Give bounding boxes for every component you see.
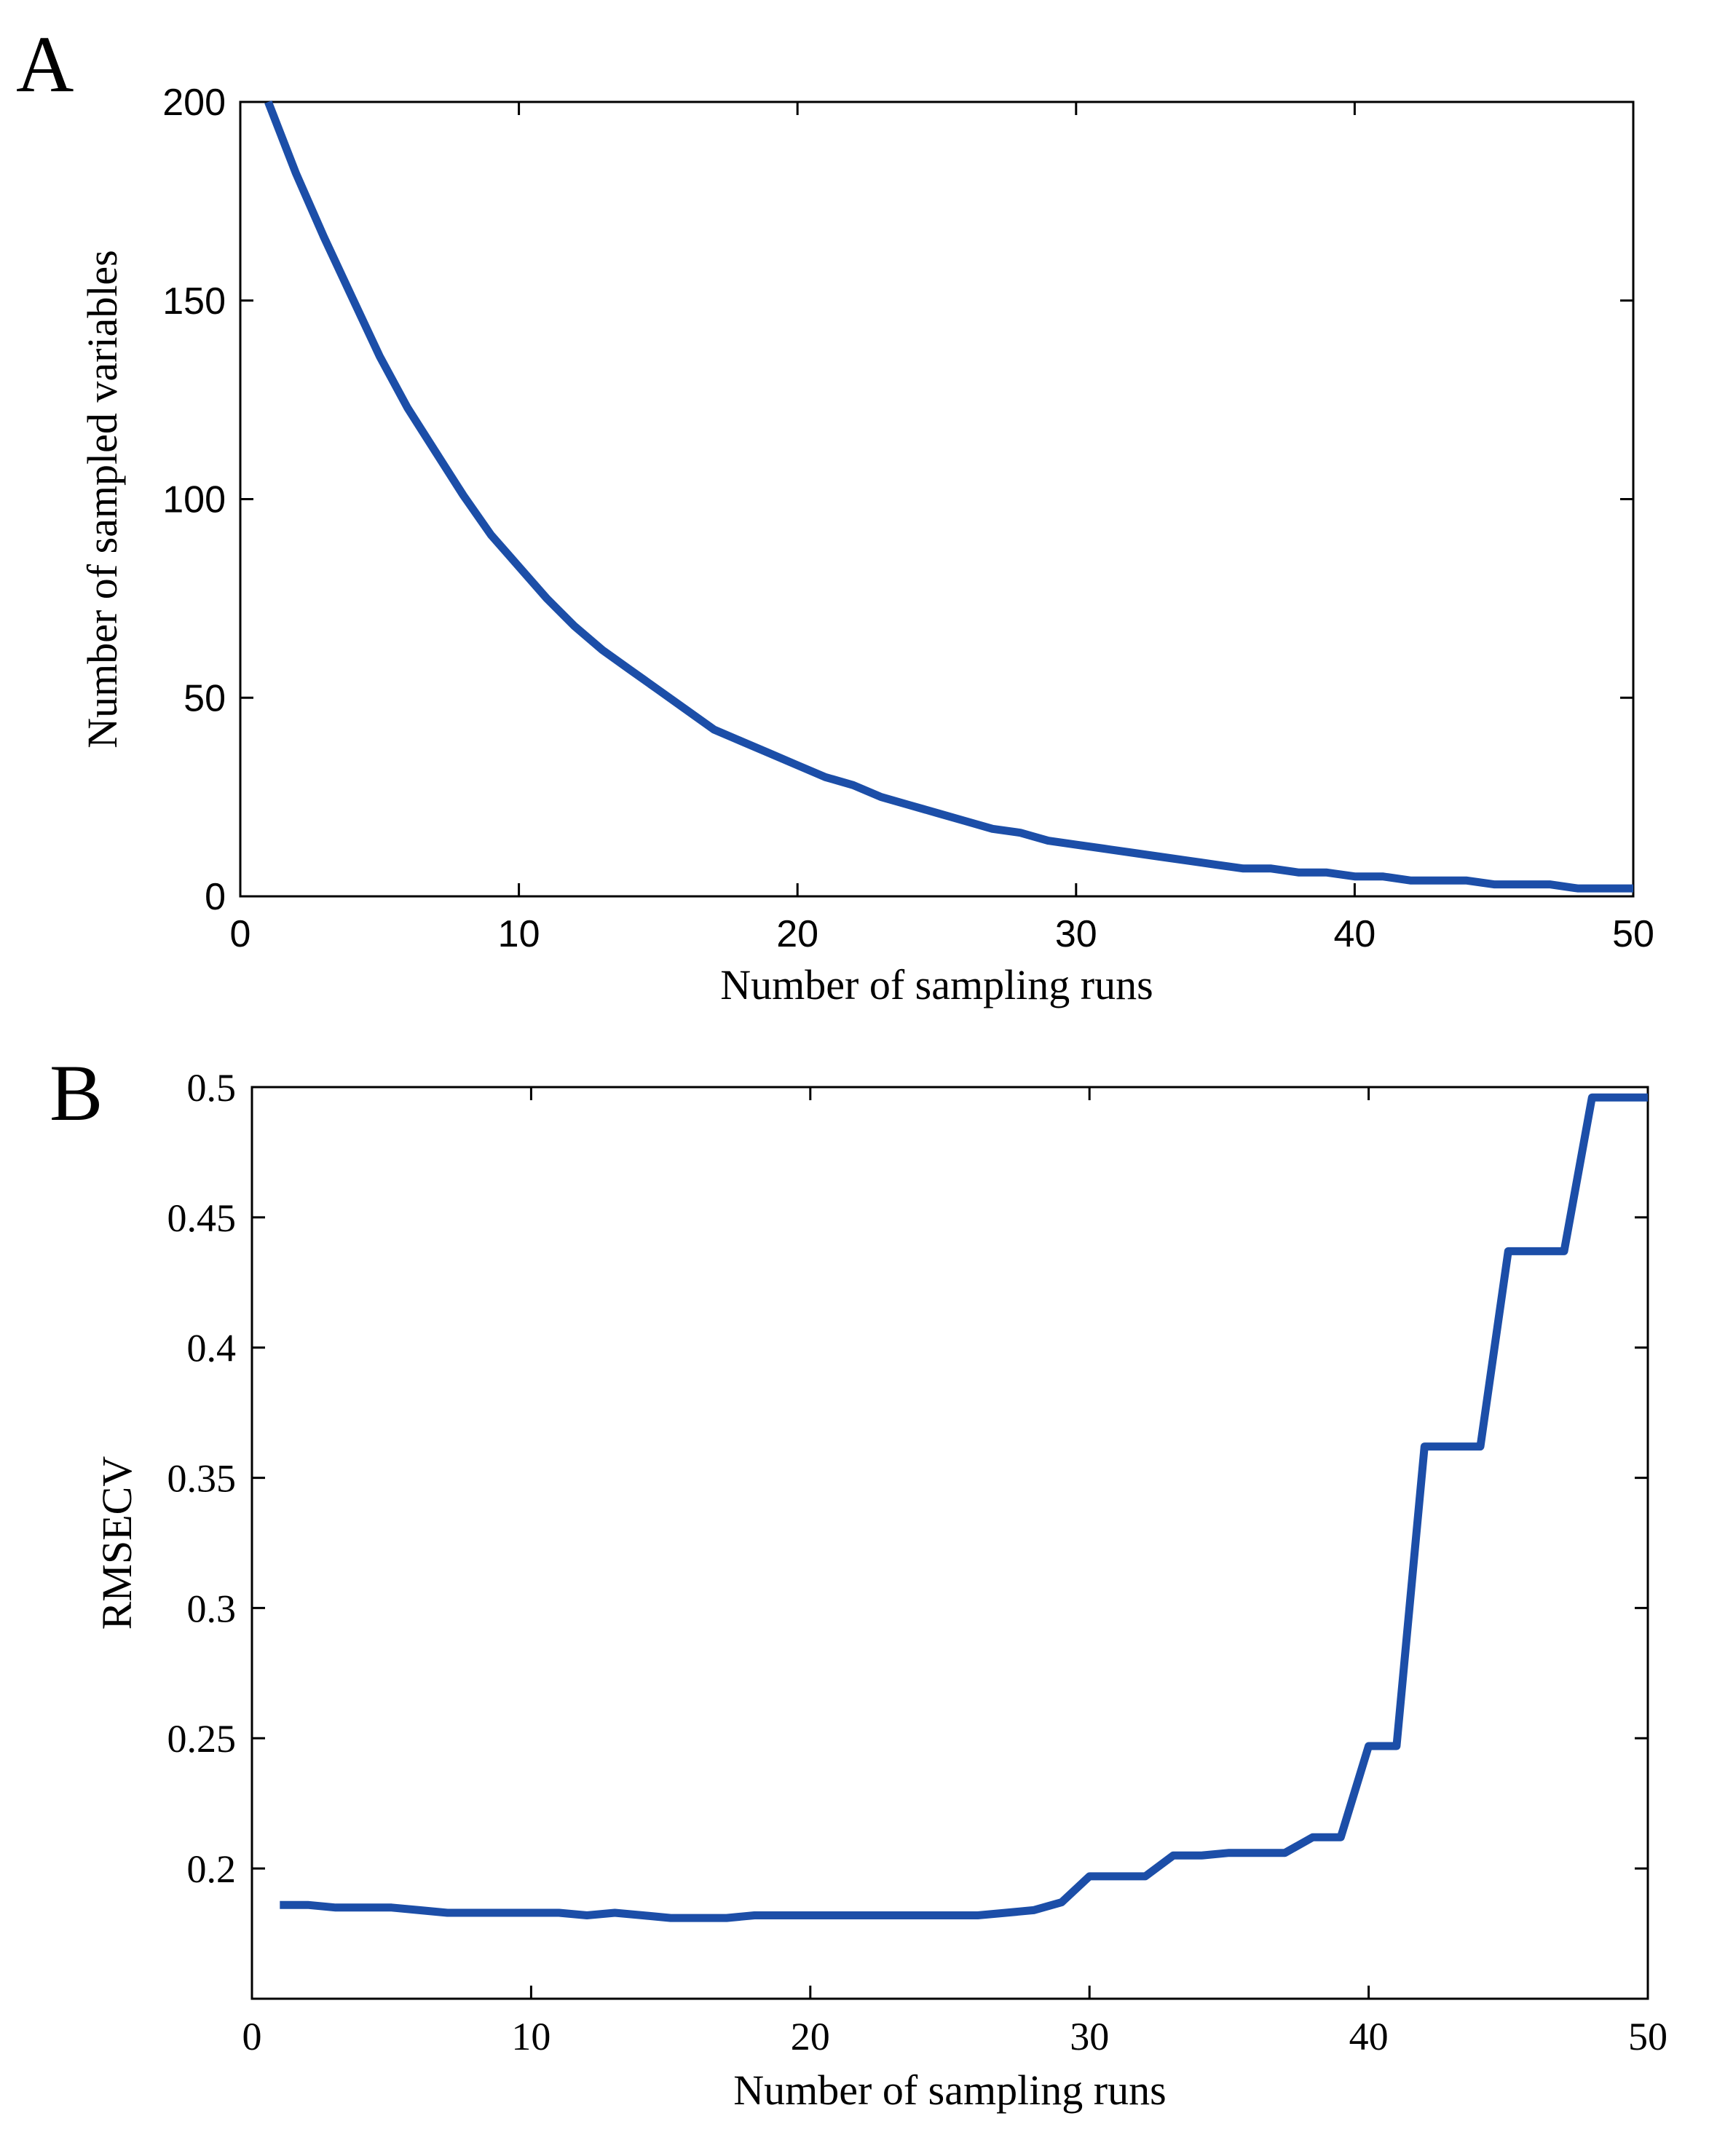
y-tick-label: 0.2 <box>187 1847 237 1891</box>
x-tick-label: 0 <box>230 913 251 955</box>
plot-area-frame <box>250 1086 1649 2000</box>
x-tick-label: 10 <box>498 913 540 955</box>
x-tick-label: 0 <box>242 2015 262 2058</box>
y-tick-label: 0.25 <box>167 1717 237 1761</box>
x-axis-label: Number of sampling runs <box>720 961 1153 1008</box>
y-tick-label: 50 <box>183 677 226 719</box>
series-line <box>280 1093 1648 1922</box>
x-tick-label: 30 <box>1070 2015 1109 2058</box>
panel-a: 0 10 20 30 40 50 0 50 100 150 200 Number of samplin… <box>16 20 1654 1008</box>
panel-label: B <box>50 1049 103 1137</box>
y-tick-label: 100 <box>162 479 226 521</box>
y-tick-label: 150 <box>162 280 226 323</box>
x-tick-label: 30 <box>1055 913 1097 955</box>
y-axis-label: Number of sampled variables <box>79 250 126 749</box>
y-tick-label: 0.4 <box>187 1327 237 1370</box>
panel-label: A <box>16 20 74 108</box>
x-tick-label: 40 <box>1333 913 1376 955</box>
x-tick-label: 20 <box>791 2015 830 2058</box>
x-tick-label: 10 <box>511 2015 550 2058</box>
x-axis-label: Number of sampling runs <box>733 2066 1166 2114</box>
y-tick-label: 0.35 <box>167 1456 237 1500</box>
y-tick-label: 0.45 <box>167 1196 237 1240</box>
x-tick-label: 40 <box>1349 2015 1389 2058</box>
y-axis-label: RMSECV <box>93 1456 141 1630</box>
x-tick-label: 20 <box>776 913 818 955</box>
y-tick-label: 0 <box>205 876 226 918</box>
panel-b: 0 10 20 30 40 50 0.2 0.25 0.3 0.35 0.4 0.45 0.5 Numbe… <box>50 1049 1667 2114</box>
x-tick-label: 50 <box>1628 2015 1667 2058</box>
series-line <box>264 100 1633 893</box>
y-tick-label: 0.3 <box>187 1587 237 1630</box>
y-tick-label: 0.5 <box>187 1066 237 1110</box>
y-tick-label: 200 <box>162 82 226 124</box>
x-tick-label: 50 <box>1612 913 1654 955</box>
